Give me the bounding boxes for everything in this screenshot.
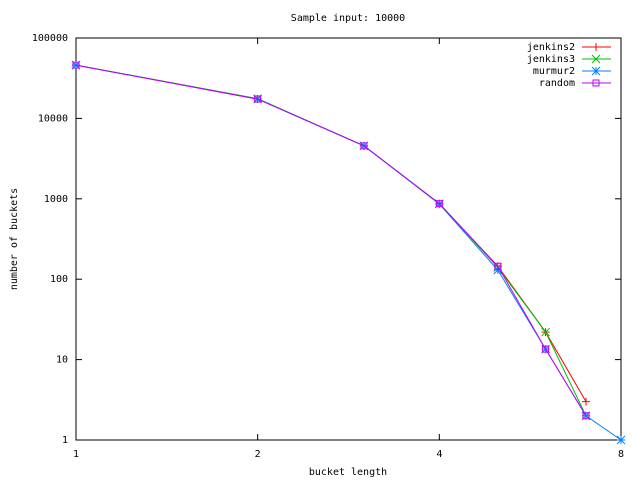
- legend-label: jenkins2: [527, 42, 575, 53]
- legend-marker: [592, 43, 600, 51]
- legend-marker: [591, 66, 601, 76]
- data-point: [254, 95, 262, 103]
- legend-label: jenkins3: [527, 54, 575, 65]
- y-axis-label: number of buckets: [9, 188, 20, 290]
- series-line: [75, 64, 587, 402]
- x-tick-label: 2: [255, 449, 261, 460]
- data-point: [494, 262, 502, 270]
- y-tick-label: 10: [56, 355, 68, 366]
- data-point: [542, 345, 550, 353]
- legend-marker: [591, 54, 601, 64]
- x-tick-label: 1: [73, 449, 79, 460]
- y-tick-label: 10000: [38, 113, 68, 124]
- chart-title: Sample input: 10000: [291, 13, 405, 24]
- plot-frame: [75, 37, 622, 441]
- legend-label: murmur2: [533, 66, 575, 77]
- data-point: [541, 327, 550, 337]
- data-point: [435, 200, 443, 208]
- y-tick-label: 100000: [32, 33, 68, 44]
- data-point: [582, 397, 591, 406]
- series-line: [75, 64, 587, 417]
- data-point: [72, 61, 80, 69]
- x-tick-label: 4: [436, 449, 442, 460]
- data-point: [616, 435, 626, 445]
- legend-label: random: [539, 78, 575, 89]
- data-point: [582, 412, 590, 420]
- x-tick-label: 8: [618, 449, 624, 460]
- series-line: [75, 64, 587, 417]
- data-point: [493, 265, 503, 275]
- y-tick-label: 1: [62, 435, 68, 446]
- y-tick-label: 1000: [44, 194, 68, 205]
- x-axis-label: bucket length: [309, 467, 387, 478]
- data-point: [360, 142, 368, 150]
- series-line: [75, 64, 622, 441]
- legend-marker: [592, 79, 600, 87]
- y-tick-label: 100: [50, 274, 68, 285]
